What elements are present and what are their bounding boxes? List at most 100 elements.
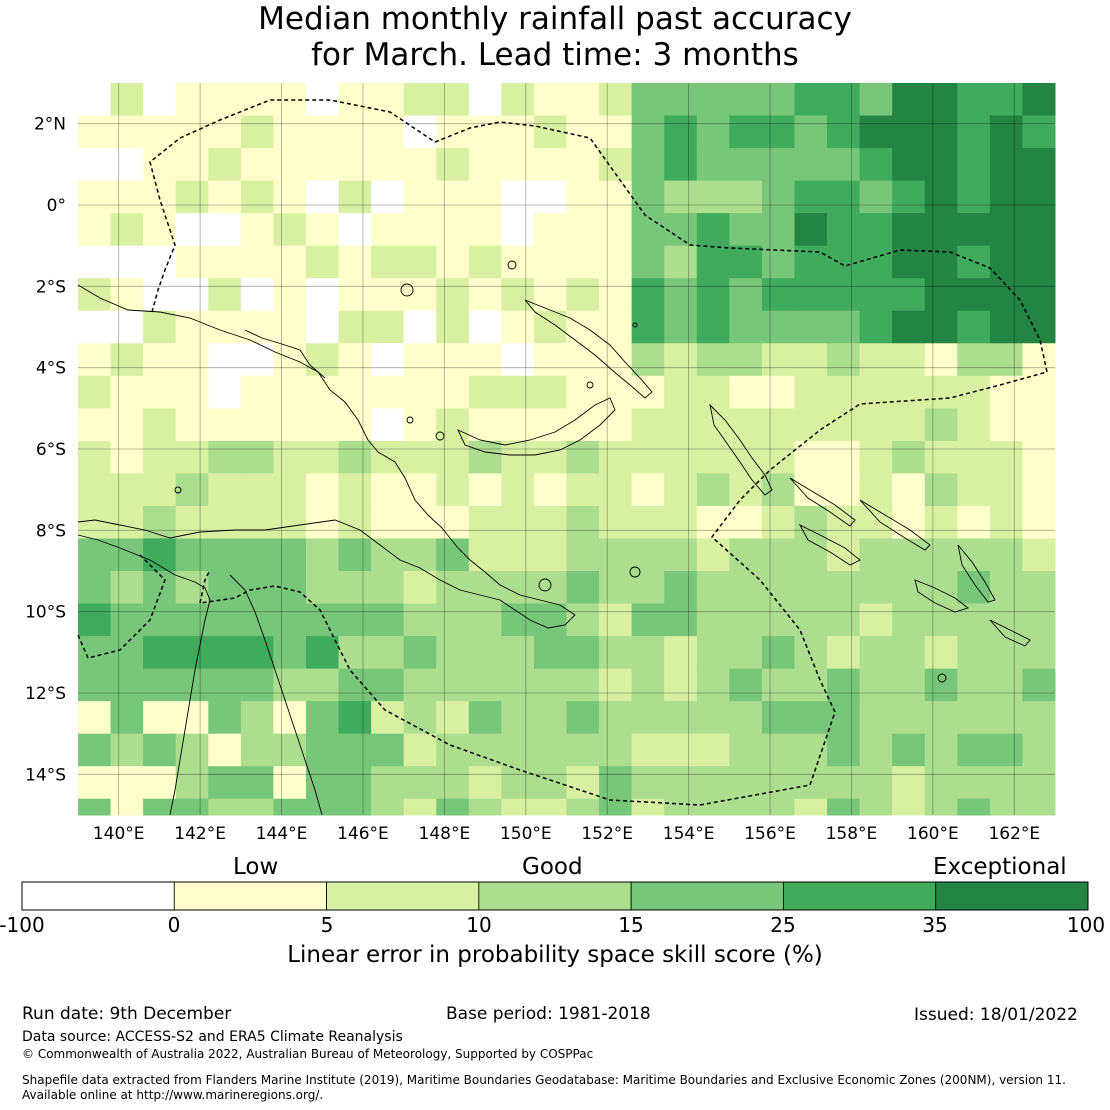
skill-cell xyxy=(403,245,437,279)
lat-tick-label: 0° xyxy=(47,196,66,216)
skill-cell xyxy=(240,440,274,474)
skill-cell xyxy=(143,343,177,377)
colorbar-segment xyxy=(326,881,480,911)
skill-cell xyxy=(501,668,535,702)
skill-cell xyxy=(338,505,372,539)
skill-cell xyxy=(143,603,177,637)
skill-cell xyxy=(892,278,926,312)
skill-cell xyxy=(892,603,926,637)
skill-cell xyxy=(859,213,893,247)
skill-cell xyxy=(794,343,828,377)
skill-cell xyxy=(501,571,535,605)
skill-cell xyxy=(305,440,340,474)
colorbar-tick: -100 xyxy=(0,913,45,937)
skill-cell xyxy=(696,766,730,800)
island xyxy=(937,673,947,683)
skill-cell xyxy=(338,636,372,670)
skill-cell xyxy=(599,375,633,409)
skill-cell xyxy=(761,473,795,507)
skill-cell xyxy=(1022,701,1056,735)
skill-cell xyxy=(273,343,307,377)
skill-cell xyxy=(305,636,340,670)
skill-cell xyxy=(892,343,926,377)
skill-cell xyxy=(436,115,470,149)
island xyxy=(586,381,594,389)
skill-cell xyxy=(305,115,340,149)
skill-cell xyxy=(599,473,633,507)
skill-cell xyxy=(175,213,209,247)
skill-cell xyxy=(696,473,730,507)
skill-cell xyxy=(273,310,307,344)
skill-cell xyxy=(957,733,991,767)
skill-cell xyxy=(240,603,274,637)
skill-cell xyxy=(892,733,926,767)
skill-cell xyxy=(664,733,698,767)
skill-cell xyxy=(729,440,763,474)
skill-cell xyxy=(924,538,958,572)
lon-tick-label: 142°E xyxy=(174,824,226,844)
skill-cell xyxy=(78,180,112,214)
skill-cell xyxy=(859,83,893,117)
skill-cell xyxy=(371,180,405,214)
skill-cell xyxy=(827,213,861,247)
png-eez-boundary xyxy=(149,99,1048,806)
skill-cell xyxy=(436,213,470,247)
skill-cell xyxy=(305,538,340,572)
skill-cell xyxy=(566,375,600,409)
skill-cell xyxy=(761,213,795,247)
skill-cell xyxy=(468,213,502,247)
skill-cell xyxy=(273,213,307,247)
skill-cell xyxy=(208,83,242,117)
skill-cell xyxy=(631,798,665,816)
skill-cell xyxy=(208,733,242,767)
island xyxy=(538,578,552,592)
skill-cell xyxy=(143,245,177,279)
skill-cell xyxy=(729,408,763,442)
skill-cell xyxy=(78,636,112,670)
skill-cell xyxy=(240,180,274,214)
skill-cell xyxy=(827,473,861,507)
skill-cell xyxy=(827,571,861,605)
skill-cell xyxy=(110,766,144,800)
skill-cell xyxy=(924,375,958,409)
lat-tick-label: 4°S xyxy=(36,359,66,379)
skill-cell xyxy=(273,473,307,507)
skill-cell xyxy=(273,440,307,474)
skill-cell xyxy=(924,733,958,767)
new-britain-coast xyxy=(457,397,616,456)
skill-cell xyxy=(1022,538,1056,572)
skill-cell xyxy=(436,278,470,312)
skill-cell xyxy=(599,571,633,605)
skill-cell xyxy=(631,278,665,312)
coral-sea-boundary xyxy=(199,569,211,604)
skill-cell xyxy=(859,343,893,377)
skill-cell xyxy=(78,603,112,637)
skill-cell xyxy=(240,115,274,149)
skill-cell xyxy=(501,733,535,767)
skill-cell xyxy=(78,701,112,735)
skill-cell xyxy=(989,668,1023,702)
lon-tick-label: 154°E xyxy=(663,824,715,844)
skill-cell xyxy=(957,278,991,312)
skill-cell xyxy=(729,375,763,409)
skill-cell xyxy=(110,115,144,149)
skill-cell xyxy=(957,408,991,442)
skill-cell xyxy=(78,408,112,442)
skill-cell xyxy=(566,668,600,702)
skill-cell xyxy=(892,538,926,572)
skill-cell xyxy=(892,701,926,735)
skill-cell xyxy=(696,310,730,344)
skill-cell xyxy=(501,538,535,572)
skill-cell xyxy=(859,571,893,605)
skill-cell xyxy=(110,408,144,442)
colorbar-segment xyxy=(173,881,327,911)
skill-cell xyxy=(208,505,242,539)
skill-cell xyxy=(696,83,730,117)
skill-cell xyxy=(436,375,470,409)
skill-cell xyxy=(827,115,861,149)
skill-cell xyxy=(827,408,861,442)
skill-cell xyxy=(501,115,535,149)
skill-cell xyxy=(859,440,893,474)
skill-cell xyxy=(240,505,274,539)
skill-cell xyxy=(729,701,763,735)
